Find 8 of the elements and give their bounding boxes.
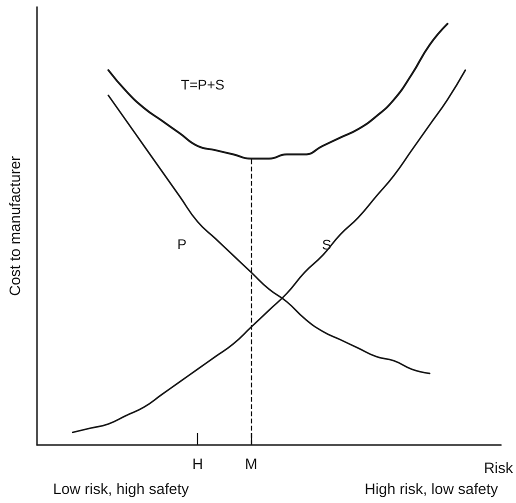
- x-tick-label: H: [192, 456, 204, 473]
- series-label: P: [177, 236, 187, 252]
- y-axis-title: Cost to manufacturer: [7, 156, 24, 296]
- text: Low risk, high safety: [53, 481, 190, 498]
- x-axis-title: Risk: [484, 460, 514, 477]
- text: T=P+S: [180, 76, 225, 93]
- text: High risk, low safety: [364, 481, 498, 498]
- x-tick-label: M: [244, 456, 258, 473]
